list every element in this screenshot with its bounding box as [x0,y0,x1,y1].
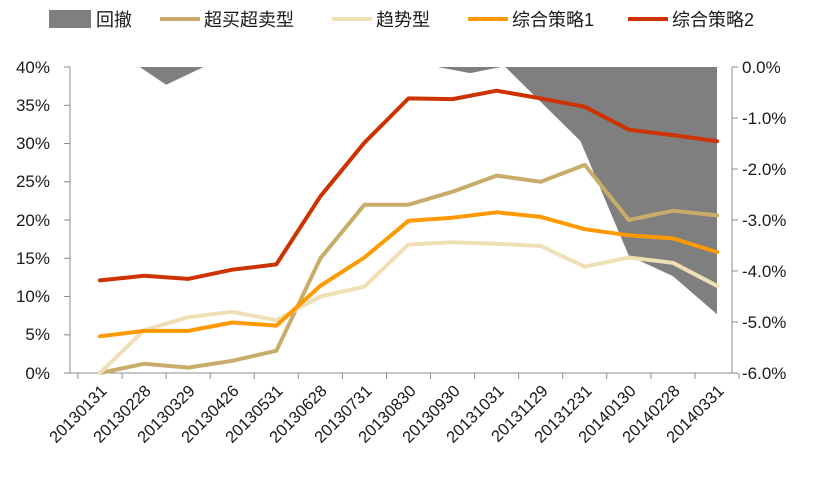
left-y-tick-label: 0% [25,364,50,383]
right-y-tick-label: -2.0% [742,160,786,179]
left-y-tick-label: 40% [16,58,50,77]
left-y-tick-label: 10% [16,287,50,306]
left-y-tick-labels: 40% 35% 30% 25% 20% 15% 10% 5% 0% [16,58,50,383]
legend: 回撤 超买超卖型 趋势型 综合策略1 综合策略2 [49,10,754,30]
tick-marks [64,66,740,379]
series-line-4 [98,88,719,283]
left-y-tick-label: 30% [16,134,50,153]
series-line-3 [98,210,719,339]
right-y-tick-label: -5.0% [742,313,786,332]
series-line-1 [98,162,719,375]
left-y-tick-label: 5% [25,325,50,344]
left-y-tick-label: 15% [16,249,50,268]
drawdown-area-layer [100,67,717,315]
legend-swatch-drawdown [49,10,91,28]
x-tick-labels: 20130131 20130228 20130329 20130426 2013… [46,382,728,447]
legend-item-series: 超买超卖型 [160,10,294,30]
right-y-tick-label: -3.0% [742,211,786,230]
legend-item-series: 趋势型 [332,10,430,30]
series-lines [98,88,719,375]
left-y-tick-label: 20% [16,211,50,230]
series-line-2 [98,240,719,375]
legend-label: 超买超卖型 [204,10,294,30]
right-y-tick-label: -1.0% [742,109,786,128]
legend-label: 综合策略1 [512,10,594,30]
legend-label: 回撤 [96,10,132,30]
drawdown-area [100,67,717,315]
legend-label: 趋势型 [376,10,430,30]
legend-item-series: 综合策略2 [628,10,754,30]
right-y-tick-label: -4.0% [742,262,786,281]
right-y-tick-label: 0.0% [742,58,781,77]
right-y-tick-label: -6.0% [742,364,786,383]
legend-item-series: 综合策略1 [468,10,594,30]
legend-label: 综合策略2 [672,10,754,30]
legend-item-drawdown: 回撤 [49,10,132,30]
right-y-tick-labels: 0.0% -1.0% -2.0% -3.0% -4.0% -5.0% -6.0% [742,58,786,383]
left-y-tick-label: 35% [16,96,50,115]
left-y-tick-label: 25% [16,172,50,191]
